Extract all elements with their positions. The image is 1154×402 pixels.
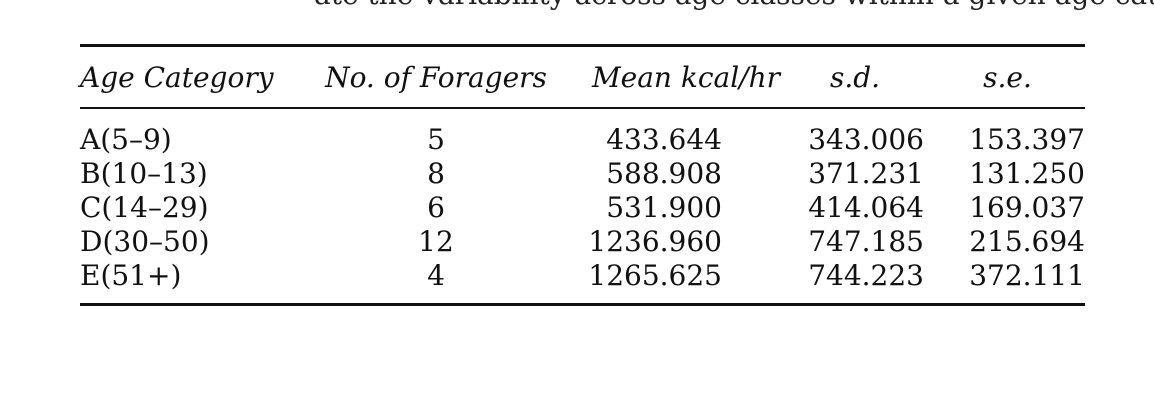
data-table-body: A(5–9) 5 433.644 343.006 153.397 B(10–13… — [80, 109, 1085, 303]
foraging-table: Age Category No. of Foragers Mean kcal/h… — [80, 44, 1085, 306]
cell-sd: 371.231 — [808, 157, 924, 190]
cell-sd: 744.223 — [808, 259, 924, 292]
cell-mean: 1265.625 — [588, 259, 722, 292]
cell-age: C(14–29) — [80, 191, 209, 224]
cutoff-text-line: ate the variability across age classes w… — [0, 0, 1154, 10]
cell-se: 131.250 — [969, 157, 1085, 190]
cell-se: 215.694 — [969, 225, 1085, 258]
cell-mean: 531.900 — [606, 191, 722, 224]
table-header: Age Category No. of Foragers Mean kcal/h… — [80, 47, 1085, 107]
cell-se: 153.397 — [969, 123, 1085, 156]
header-row: Age Category No. of Foragers Mean kcal/h… — [80, 47, 1085, 107]
header-se: s.e. — [983, 60, 1032, 94]
header-rule — [80, 107, 1085, 109]
table-row: C(14–29) 6 531.900 414.064 169.037 — [80, 191, 1085, 225]
header-age-category: Age Category — [80, 60, 274, 94]
data-table: Age Category No. of Foragers Mean kcal/h… — [80, 47, 1085, 107]
top-rule — [80, 44, 1085, 47]
cell-foragers: 8 — [427, 157, 445, 190]
cell-age: E(51+) — [80, 259, 182, 292]
cell-foragers: 6 — [427, 191, 445, 224]
header-sd: s.d. — [829, 60, 881, 94]
cell-mean: 1236.960 — [588, 225, 722, 258]
cell-sd: 414.064 — [808, 191, 924, 224]
cell-mean: 433.644 — [606, 123, 722, 156]
cutoff-text: ate the variability across age classes w… — [314, 0, 1154, 10]
cell-foragers: 5 — [427, 123, 445, 156]
cell-sd: 747.185 — [808, 225, 924, 258]
cell-foragers: 12 — [418, 225, 454, 258]
cell-age: A(5–9) — [80, 123, 172, 156]
header-mean-kcal-hr: Mean kcal/hr — [591, 60, 780, 94]
cell-age: D(30–50) — [80, 225, 210, 258]
cell-se: 169.037 — [969, 191, 1085, 224]
cell-sd: 343.006 — [808, 123, 924, 156]
cell-mean: 588.908 — [606, 157, 722, 190]
bottom-rule — [80, 303, 1085, 306]
cell-age: B(10–13) — [80, 157, 208, 190]
table-row: D(30–50) 12 1236.960 747.185 215.694 — [80, 225, 1085, 259]
table-row: E(51+) 4 1265.625 744.223 372.111 — [80, 259, 1085, 303]
table-row: A(5–9) 5 433.644 343.006 153.397 — [80, 109, 1085, 157]
table-body: A(5–9) 5 433.644 343.006 153.397 B(10–13… — [80, 109, 1085, 303]
cell-se: 372.111 — [969, 259, 1085, 292]
table-row: B(10–13) 8 588.908 371.231 131.250 — [80, 157, 1085, 191]
cell-foragers: 4 — [427, 259, 445, 292]
header-no-of-foragers: No. of Foragers — [325, 60, 547, 94]
